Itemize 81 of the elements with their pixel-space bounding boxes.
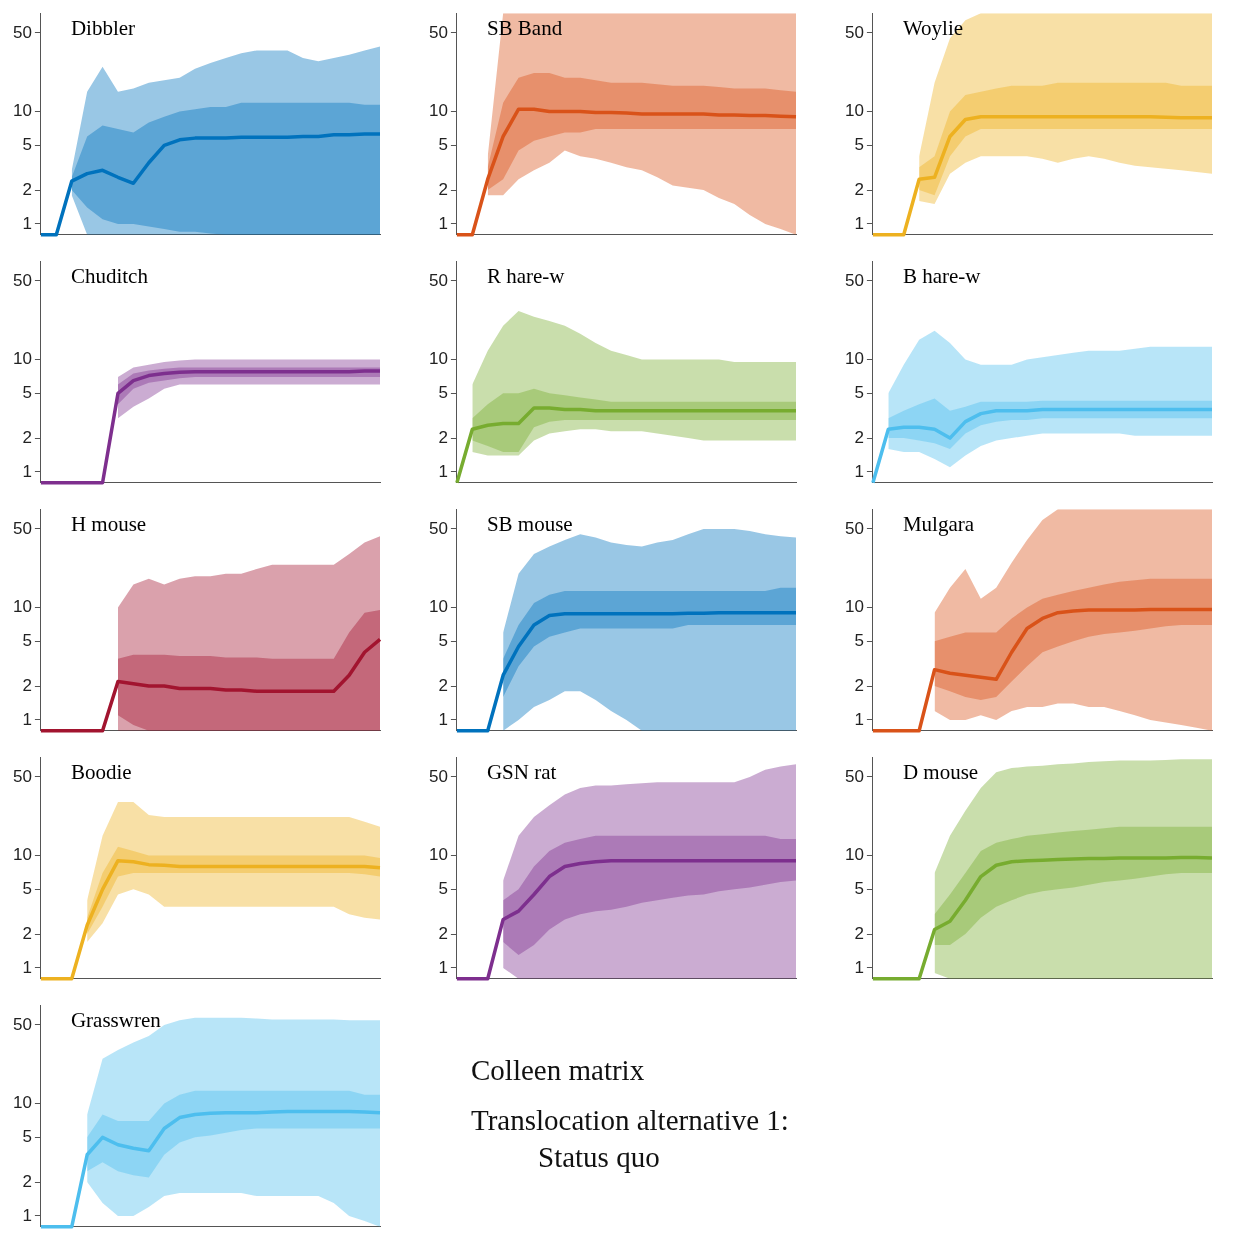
y-tick-label: 50 — [12, 518, 32, 538]
y-tick-label: 2 — [854, 179, 864, 199]
y-tick-label: 2 — [438, 675, 448, 695]
chart-title: GSN rat — [486, 760, 557, 785]
y-tick-label: 2 — [854, 923, 864, 943]
y-tick-label: 50 — [12, 1014, 32, 1034]
chart-title: SB Band — [486, 16, 563, 41]
y-tick-label: 50 — [844, 22, 864, 42]
y-tick-label: 2 — [22, 675, 32, 695]
text: Colleen matrix — [471, 1053, 646, 1088]
y-tick-label: 50 — [428, 270, 448, 290]
y-tick-label: 2 — [854, 427, 864, 447]
y-tick-label: 50 — [428, 766, 448, 786]
y-tick-label: 50 — [844, 518, 864, 538]
y-tick-label: 10 — [12, 101, 32, 121]
y-tick-label: 10 — [428, 845, 448, 865]
y-tick-label: 5 — [438, 631, 448, 651]
y-tick-label: 50 — [12, 270, 32, 290]
chart-title: Chuditch — [70, 264, 149, 289]
y-tick-label: 1 — [22, 461, 32, 481]
y-tick-label: 10 — [428, 597, 448, 617]
y-tick-label: 2 — [438, 427, 448, 447]
y-tick-label: 10 — [12, 845, 32, 865]
y-tick-label: 10 — [12, 349, 32, 369]
y-tick-label: 2 — [22, 1171, 32, 1191]
y-tick-label: 1 — [438, 709, 448, 729]
y-tick-label: 10 — [428, 349, 448, 369]
y-tick-label: 10 — [844, 349, 864, 369]
y-tick-label: 1 — [438, 461, 448, 481]
y-tick-label: 1 — [22, 213, 32, 233]
y-tick-label: 10 — [12, 1093, 32, 1113]
y-tick-label: 50 — [844, 766, 864, 786]
y-tick-label: 2 — [438, 923, 448, 943]
y-tick-label: 1 — [854, 213, 864, 233]
chart-title: D mouse — [902, 760, 979, 785]
y-tick-label: 50 — [12, 22, 32, 42]
y-tick-label: 50 — [12, 766, 32, 786]
chart-title: Woylie — [902, 16, 964, 41]
y-tick-label: 5 — [22, 135, 32, 155]
y-tick-label: 10 — [844, 597, 864, 617]
chart-title: Mulgara — [902, 512, 975, 537]
chart-title: Grasswren — [70, 1008, 162, 1033]
y-tick-label: 1 — [22, 709, 32, 729]
y-tick-label: 1 — [438, 213, 448, 233]
chart-title: B hare-w — [902, 264, 982, 289]
y-tick-label: 1 — [22, 1205, 32, 1225]
chart-title: Dibbler — [70, 16, 136, 41]
y-tick-label: 2 — [22, 427, 32, 447]
y-tick-label: 5 — [854, 383, 864, 403]
chart-title: Boodie — [70, 760, 132, 785]
y-tick-label: 5 — [438, 383, 448, 403]
y-tick-label: 5 — [438, 879, 448, 899]
chart-title: SB mouse — [486, 512, 573, 537]
y-tick-label: 50 — [844, 270, 864, 290]
y-tick-label: 50 — [428, 518, 448, 538]
y-tick-label: 10 — [844, 101, 864, 121]
y-tick-label: 10 — [844, 845, 864, 865]
y-tick-label: 5 — [854, 879, 864, 899]
y-tick-label: 1 — [438, 957, 448, 977]
y-tick-label: 1 — [854, 709, 864, 729]
chart-title: H mouse — [70, 512, 147, 537]
y-tick-label: 2 — [22, 179, 32, 199]
y-tick-label: 50 — [428, 22, 448, 42]
text: Status quo — [537, 1139, 661, 1175]
y-tick-label: 2 — [22, 923, 32, 943]
y-tick-label: 5 — [438, 135, 448, 155]
y-tick-label: 2 — [854, 675, 864, 695]
y-tick-label: 5 — [22, 631, 32, 651]
y-tick-label: 5 — [854, 631, 864, 651]
y-tick-label: 2 — [438, 179, 448, 199]
y-tick-label: 10 — [428, 101, 448, 121]
y-tick-label: 5 — [22, 383, 32, 403]
y-tick-label: 5 — [22, 1127, 32, 1147]
y-tick-label: 1 — [854, 957, 864, 977]
y-tick-label: 5 — [854, 135, 864, 155]
y-tick-label: 10 — [12, 597, 32, 617]
y-tick-label: 1 — [22, 957, 32, 977]
y-tick-label: 5 — [22, 879, 32, 899]
text: Translocation alternative 1: — [471, 1103, 790, 1139]
chart-title: R hare-w — [486, 264, 566, 289]
y-tick-label: 1 — [854, 461, 864, 481]
